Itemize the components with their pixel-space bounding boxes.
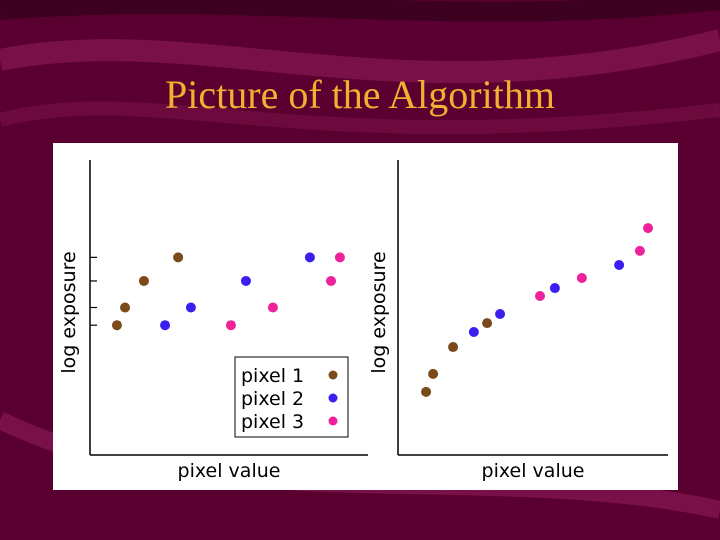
point: [120, 302, 131, 313]
y-axis-label: log exposure: [368, 251, 390, 373]
point: [160, 320, 171, 331]
point: [111, 320, 122, 331]
legend-label: pixel 2: [241, 388, 304, 410]
x-axis-label: pixel value: [482, 460, 585, 482]
point: [334, 252, 345, 263]
swirl: [0, 29, 720, 83]
point: [240, 275, 251, 286]
point: [576, 273, 587, 283]
point: [173, 252, 184, 263]
point: [428, 368, 439, 379]
point: [482, 318, 493, 329]
y-axis-label: log exposure: [58, 251, 80, 373]
figure-panel: [53, 143, 678, 490]
point: [549, 283, 560, 294]
swirl: [0, 0, 720, 22]
point: [448, 342, 459, 353]
slide-title: Picture of the Algorithm: [165, 72, 555, 117]
point: [468, 326, 479, 337]
point: [614, 260, 625, 271]
point: [304, 252, 315, 263]
legend-swatch: [328, 370, 338, 380]
point: [138, 275, 149, 286]
point: [225, 320, 236, 331]
point: [643, 223, 654, 234]
point: [421, 386, 432, 397]
point: [326, 275, 337, 286]
swirl: [0, 101, 720, 135]
point: [535, 290, 546, 301]
legend-swatch: [328, 416, 338, 426]
point: [634, 245, 645, 256]
legend-label: pixel 3: [241, 411, 304, 433]
legend-label: pixel 1: [241, 365, 304, 387]
point: [185, 302, 196, 313]
point: [495, 308, 506, 319]
x-axis-label: pixel value: [178, 460, 281, 482]
point: [267, 302, 278, 313]
legend-swatch: [328, 393, 338, 403]
